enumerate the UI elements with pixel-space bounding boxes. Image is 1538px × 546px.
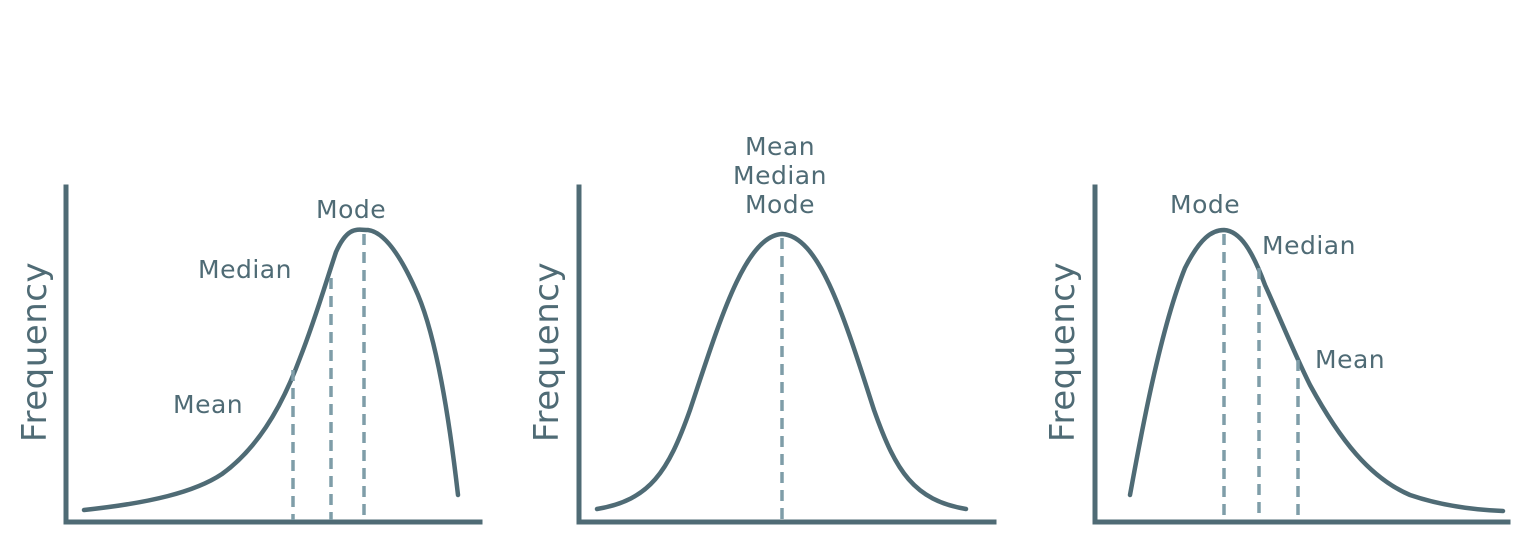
panel-left-skewed: Frequency Mean Median Mode	[15, 184, 483, 525]
mean-label: Mean	[173, 390, 243, 419]
axes	[1092, 184, 1511, 525]
distribution-curve	[1127, 227, 1506, 514]
mode-label: Mode	[316, 195, 386, 224]
median-label: Median	[1262, 231, 1356, 260]
mode-label: Mode	[745, 190, 815, 219]
panel-right-skewed: Frequency Mode Median Mean	[1043, 184, 1511, 525]
panel-symmetric: Frequency Mean Median Mode	[527, 132, 997, 525]
y-axis-label: Frequency	[527, 262, 567, 442]
y-axis-label: Frequency	[1043, 262, 1083, 442]
median-label: Median	[198, 255, 292, 284]
axes	[576, 184, 997, 525]
distribution-curve	[81, 227, 461, 513]
mean-label: Mean	[745, 132, 815, 161]
median-label: Median	[733, 161, 827, 190]
mode-label: Mode	[1170, 190, 1240, 219]
distribution-curve	[594, 231, 969, 512]
y-axis-label: Frequency	[15, 262, 55, 442]
axes	[63, 184, 483, 525]
mean-label: Mean	[1315, 345, 1385, 374]
